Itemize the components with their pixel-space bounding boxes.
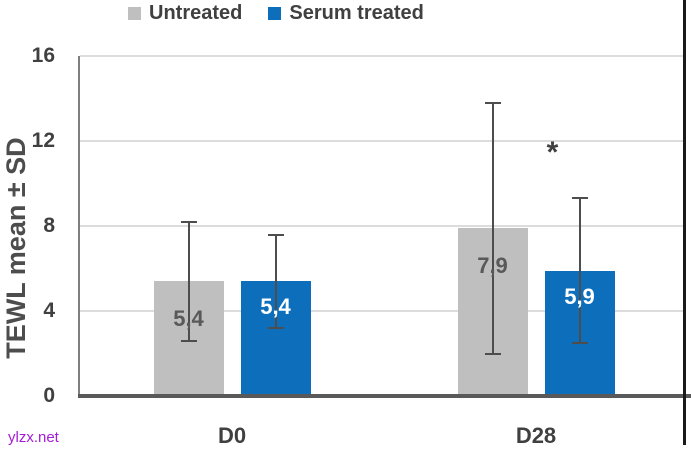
error-bar-line: [274, 234, 277, 328]
error-bar-cap-top: [267, 233, 284, 236]
error-bar-cap-top: [180, 220, 197, 223]
significance-asterisk: *: [546, 136, 559, 170]
value-label: 5,4: [260, 294, 291, 320]
y-tick-label: 8: [43, 214, 55, 237]
y-tick-label: 12: [31, 129, 55, 152]
value-label: 5,4: [173, 306, 204, 332]
x-axis-line: [78, 394, 691, 398]
gridline: [80, 225, 683, 227]
legend-swatch-icon: [128, 7, 141, 20]
error-bar-line: [578, 198, 581, 343]
legend-label: Untreated: [149, 2, 243, 24]
y-tick-label: 4: [43, 299, 55, 322]
legend-item-untreated: Untreated: [128, 2, 242, 25]
y-axis-line: [78, 56, 80, 396]
error-bar-cap-bottom: [484, 352, 501, 355]
chart-legend: Untreated Serum treated: [128, 2, 424, 25]
value-label: 5,9: [564, 283, 595, 309]
value-label: 7,9: [477, 253, 508, 279]
y-tick-label: 16: [31, 44, 55, 67]
gridline: [80, 140, 683, 142]
watermark: ylzx.net: [8, 429, 59, 446]
error-bar-cap-bottom: [267, 327, 284, 329]
error-bar-cap-bottom: [571, 341, 588, 344]
error-bar-cap-bottom: [180, 339, 197, 342]
legend-item-serum-treated: Serum treated: [268, 2, 424, 25]
y-tick-label: 0: [43, 384, 55, 407]
x-category-label: D28: [515, 423, 557, 448]
right-border-line: [683, 0, 686, 445]
error-bar-cap-top: [571, 197, 588, 200]
x-category-label: D0: [217, 423, 247, 448]
error-bar-line: [491, 102, 494, 354]
error-bar-cap-top: [484, 101, 501, 104]
y-axis-title: TEWL mean ± SD: [1, 137, 31, 359]
gridline: [80, 55, 683, 57]
gridline: [80, 310, 683, 312]
error-bar-line: [187, 221, 190, 341]
legend-label: Serum treated: [289, 2, 424, 24]
legend-swatch-icon: [268, 7, 282, 20]
